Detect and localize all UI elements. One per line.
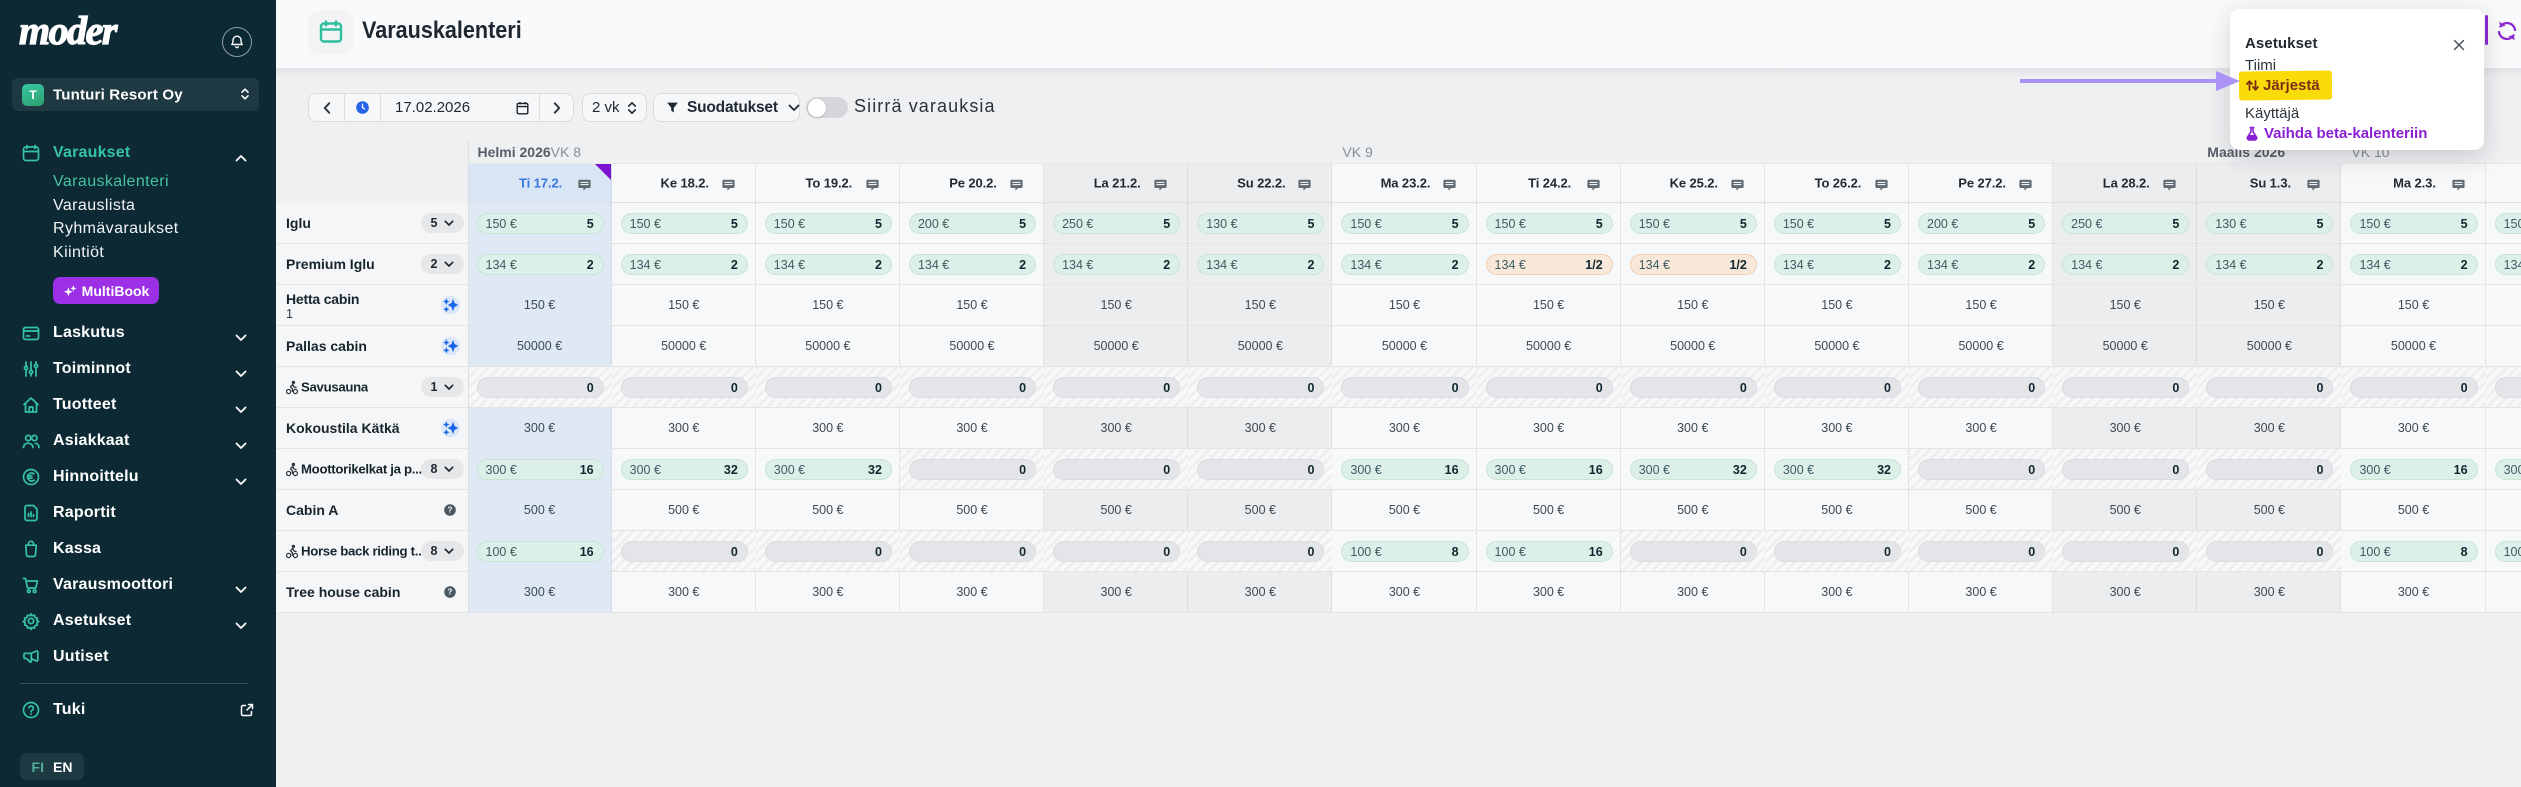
svg-text:?: ?	[447, 588, 452, 597]
svg-text:?: ?	[447, 506, 452, 515]
